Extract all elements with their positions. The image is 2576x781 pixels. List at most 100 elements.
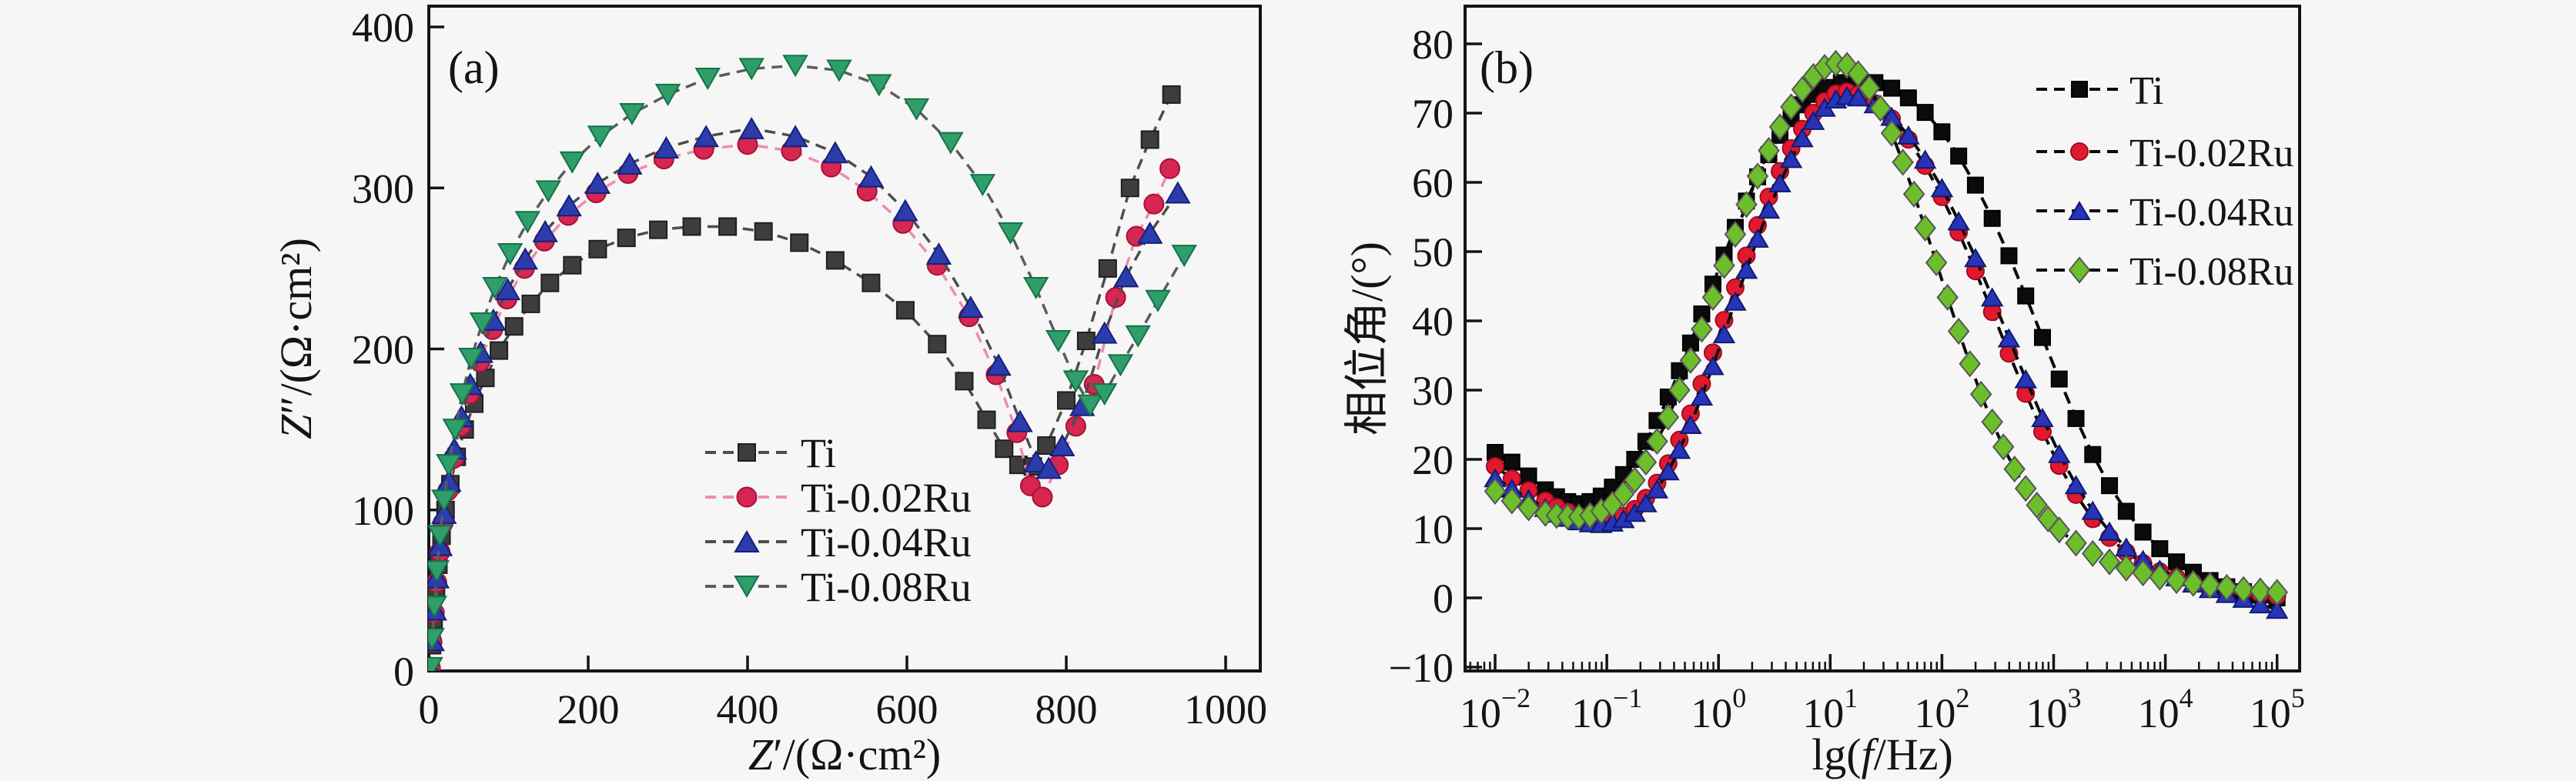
data-point (1746, 162, 1769, 190)
data-point (436, 454, 462, 477)
data-point (858, 165, 885, 188)
data-point (1165, 181, 1191, 204)
data-point (1892, 149, 1914, 176)
y-tick-label: 40 (1412, 299, 1454, 345)
data-point (428, 560, 450, 583)
data-point (490, 341, 509, 360)
data-point (1992, 433, 2015, 461)
data-point (1768, 172, 1791, 192)
data-point (430, 489, 457, 512)
data-point (2182, 569, 2205, 597)
x-tick-label: 0 (419, 686, 440, 733)
data-point (782, 55, 808, 78)
data-point (588, 239, 607, 259)
data-point (985, 353, 1012, 376)
chart-bode: 10−2 10−1 100 101 102 103 104 105 −10 0 10 20 30 40 50… (1342, 5, 2305, 779)
data-point (738, 443, 756, 462)
data-point (1077, 394, 1103, 417)
y-tick-label: 400 (352, 5, 414, 51)
data-point (556, 194, 582, 217)
y-tick-label: 80 (1412, 22, 1454, 68)
data-point (1869, 95, 1892, 122)
data-point (559, 151, 586, 174)
data-point (1690, 386, 1714, 406)
x-tick-label: 102 (1914, 683, 1969, 736)
y-tick-label: 60 (1412, 160, 1454, 206)
data-point (1897, 125, 1920, 145)
data-point (1847, 60, 1869, 88)
y-axis-label: 相位角/(°) (1342, 242, 1392, 436)
panel-label: (b) (1480, 42, 1534, 93)
data-point (718, 217, 738, 236)
data-point (2071, 81, 2088, 98)
data-point (2050, 370, 2068, 388)
data-point (514, 211, 541, 234)
data-point (1930, 178, 1954, 198)
data-point (1791, 75, 1814, 103)
data-point (1623, 502, 1647, 522)
data-point (682, 217, 701, 236)
data-point (2017, 287, 2035, 305)
data-point (1883, 79, 1901, 97)
data-point (1691, 315, 1713, 343)
data-point (535, 180, 561, 203)
data-point (2064, 475, 2088, 495)
data-point (619, 102, 645, 125)
data-point (2165, 566, 2188, 595)
data-point (2048, 516, 2071, 544)
y-tick-label: 50 (1412, 229, 1454, 275)
data-point (482, 276, 508, 299)
data-point (2084, 446, 2102, 463)
legend-label: Ti-0.04Ru (2129, 191, 2293, 235)
series-Ti-0.08Ru (1484, 49, 2288, 606)
series-layer (428, 55, 1197, 671)
data-point (1171, 245, 1197, 268)
data-point (861, 273, 881, 292)
data-point (1913, 149, 1937, 169)
data-point (2081, 539, 2104, 567)
x-tick-label: 10−1 (1571, 683, 1642, 736)
data-point (825, 251, 845, 270)
data-point (1712, 324, 1736, 344)
data-point (734, 576, 760, 599)
data-point (540, 273, 560, 292)
data-point (504, 317, 524, 336)
plot-border (1464, 5, 2301, 673)
data-point (1007, 409, 1033, 432)
data-point (469, 312, 496, 335)
legend-item-Ti-0.04Ru: Ti-0.04Ru (2036, 191, 2293, 235)
y-tick-label: 20 (1412, 437, 1454, 483)
data-point (736, 486, 758, 508)
axes: 10−2 10−1 100 101 102 103 104 105 −10 0 10 20 30 40 50… (1389, 22, 2305, 736)
data-point (1701, 283, 1725, 311)
y-tick-label: 300 (352, 165, 414, 212)
data-point (1091, 321, 1118, 344)
data-point (892, 199, 918, 222)
data-point (1646, 428, 1668, 456)
data-point (497, 243, 524, 266)
data-point (2067, 409, 2085, 427)
data-point (1045, 330, 1072, 353)
data-point (1162, 85, 1181, 104)
data-point (969, 174, 996, 197)
data-point (1657, 403, 1680, 431)
data-point (494, 278, 521, 301)
legend-item-Ti-0.08Ru: Ti-0.08Ru (705, 564, 972, 610)
data-point (617, 229, 636, 248)
data-point (1612, 480, 1635, 508)
panel-label: (a) (448, 42, 500, 93)
data-point (521, 294, 540, 313)
y-tick-label: −10 (1389, 645, 1454, 691)
data-point (997, 222, 1024, 245)
data-point (2068, 256, 2091, 284)
data-point (2003, 456, 2026, 483)
y-tick-label: 30 (1412, 368, 1454, 414)
series-Ti-0.08Ru (428, 55, 1197, 671)
data-point (1947, 317, 1970, 345)
legend-item-Ti-0.02Ru: Ti-0.02Ru (705, 475, 972, 521)
data-point (1758, 137, 1780, 165)
data-point (1880, 119, 1903, 147)
data-point (1500, 487, 1524, 515)
x-tick-label: 103 (2026, 683, 2082, 736)
